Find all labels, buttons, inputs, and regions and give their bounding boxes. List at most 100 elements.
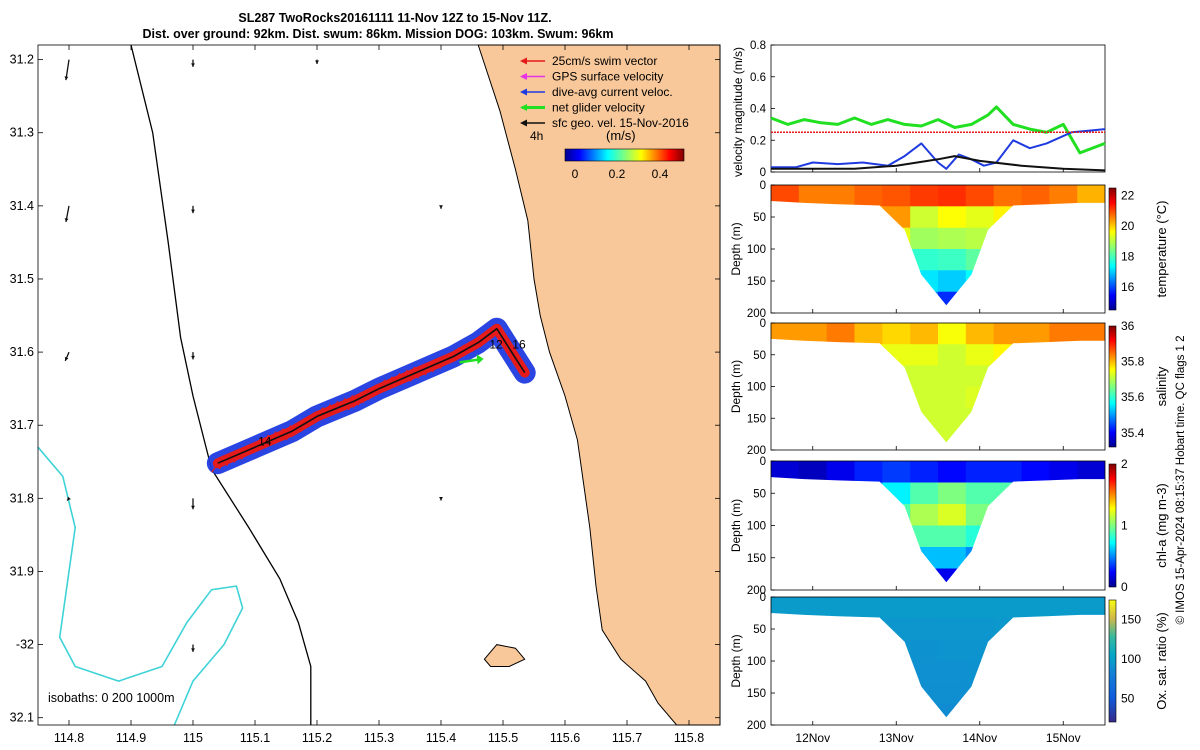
swim-vector [241, 450, 249, 460]
section-cell [993, 185, 1023, 207]
section-cell [1077, 185, 1105, 207]
section-cell [910, 206, 939, 229]
section-cell [910, 504, 939, 527]
section-cell [826, 461, 856, 484]
map-y-tick-label: 31.3 [10, 126, 34, 140]
section-cell [1049, 461, 1078, 484]
section-cell [938, 547, 967, 570]
time-axis: 12Nov 13Nov 14Nov 15Nov [795, 168, 1081, 745]
section-cell [826, 597, 856, 619]
section-colorbar-tick-label: 35.8 [1121, 355, 1145, 369]
section-cell [993, 597, 1023, 619]
section-cell [798, 461, 828, 484]
day-label: 12 [489, 337, 503, 351]
geo-arrow-head [439, 497, 443, 501]
section-colorbar-tick-label: 2 [1121, 457, 1128, 471]
section-y-tick-label: 50 [753, 350, 766, 362]
section-cell [1021, 323, 1050, 345]
map-legend: 25cm/s swim vector GPS surface velocitydi… [520, 54, 689, 130]
section-y-tick-label: 100 [747, 521, 766, 533]
map-y-tick-label: 31.5 [10, 272, 34, 286]
section-cell [938, 386, 967, 409]
section-y-tick-label: 200 [747, 720, 766, 732]
section-cell [882, 185, 911, 207]
velocity-series-line [771, 128, 1106, 170]
speed-colorbar-tick: 0 [572, 167, 579, 181]
day-label: 16 [512, 337, 526, 351]
chlorophyll-section: 0 50 100 150 200 Depth (m) 0 1 2 chl-a (mg m-3) [729, 456, 1169, 597]
section-y-tick-label: 50 [753, 624, 766, 636]
legend-arrowhead [520, 57, 527, 65]
section-cell [993, 461, 1023, 484]
swim-vector [385, 376, 393, 386]
velocity-y-tick-label: 0.4 [750, 104, 767, 116]
section-colorbar-tick-label: 35.6 [1121, 390, 1145, 404]
velocity-axis: 0 0.2 0.4 0.6 0.8 [750, 40, 775, 179]
velocity-y-tick-label: 0 [760, 167, 766, 179]
section-cell [938, 270, 967, 293]
section-cell [882, 323, 911, 345]
day-labels: 14 12 16 [258, 337, 526, 448]
geo-arrow-head [191, 355, 195, 360]
section-y-tick-label: 200 [747, 308, 766, 320]
velocity-series-line [770, 105, 1106, 155]
section-y-tick-label: 150 [747, 276, 766, 288]
glider-track [206, 317, 536, 475]
swim-vector [346, 394, 354, 405]
section-cell [938, 407, 967, 430]
net-velocity-arrow [459, 358, 480, 364]
section-cell [854, 461, 883, 484]
section-cell [854, 185, 883, 207]
section-cell [910, 227, 939, 250]
legend-label: 25cm/s swim vector [552, 54, 657, 68]
swim-vector [347, 400, 355, 411]
section-colorbar-tick-label: 150 [1121, 613, 1141, 627]
velocity-y-tick-label: 0.2 [750, 135, 766, 147]
section-cell [910, 597, 939, 619]
section-cell [938, 227, 967, 250]
section-cell [1021, 597, 1050, 619]
section-cell [1049, 185, 1078, 207]
section-colorbar [1108, 325, 1117, 448]
swim-vector [226, 456, 234, 467]
swim-vector [211, 462, 219, 473]
map-y-tick-label: -32 [16, 638, 34, 652]
section-y-tick-label: 150 [747, 688, 766, 700]
swim-vector [352, 398, 360, 408]
map-frame [37, 44, 721, 726]
section-cell [910, 482, 939, 505]
time-tick-label: 13Nov [879, 731, 914, 745]
section-ylabel: Depth (m) [729, 499, 743, 552]
section-cell [910, 185, 939, 207]
title-line-1: SL287 TwoRocks20161111 11-Nov 12Z to 15-… [238, 11, 551, 25]
salinity-section: 0 50 100 150 200 Depth (m) 35.4 35.6 35.8 36 salin… [729, 318, 1169, 457]
section-cell [798, 323, 828, 345]
section-cell [1021, 461, 1050, 484]
section-y-tick-label: 100 [747, 656, 766, 668]
section-cell [798, 185, 828, 207]
section-cell [965, 344, 995, 366]
swim-vector [285, 430, 293, 441]
section-cell [1049, 597, 1078, 619]
temperature-section: 0 50 100 150 200 Depth (m) 16 18 20 22 temperature… [729, 180, 1169, 320]
velocity-series-line [771, 155, 1106, 172]
section-cell [910, 618, 939, 641]
section-cell [854, 323, 883, 345]
section-cell [938, 661, 967, 683]
section-cell [938, 344, 967, 366]
time-tick-label: 14Nov [962, 731, 997, 745]
section-cell [910, 323, 939, 345]
section-cell [938, 618, 967, 641]
section-ylabel: Depth (m) [729, 360, 743, 413]
section-colorbar-label: salinity [1154, 366, 1169, 406]
legend-label: GPS surface velocity [552, 70, 663, 84]
section-colorbar [1108, 599, 1117, 723]
speed-colorbar-tick: 0.2 [609, 167, 626, 181]
geo-velocity-arrows [64, 59, 443, 652]
isobath-label: isobaths: 0 200 1000m [48, 691, 174, 705]
velocity-y-tick-label: 0.6 [750, 72, 766, 84]
swim-vector [409, 372, 417, 382]
section-y-tick-label: 0 [760, 180, 766, 192]
geo-arrow-head [64, 356, 69, 361]
section-ylabel: Depth (m) [729, 222, 743, 275]
